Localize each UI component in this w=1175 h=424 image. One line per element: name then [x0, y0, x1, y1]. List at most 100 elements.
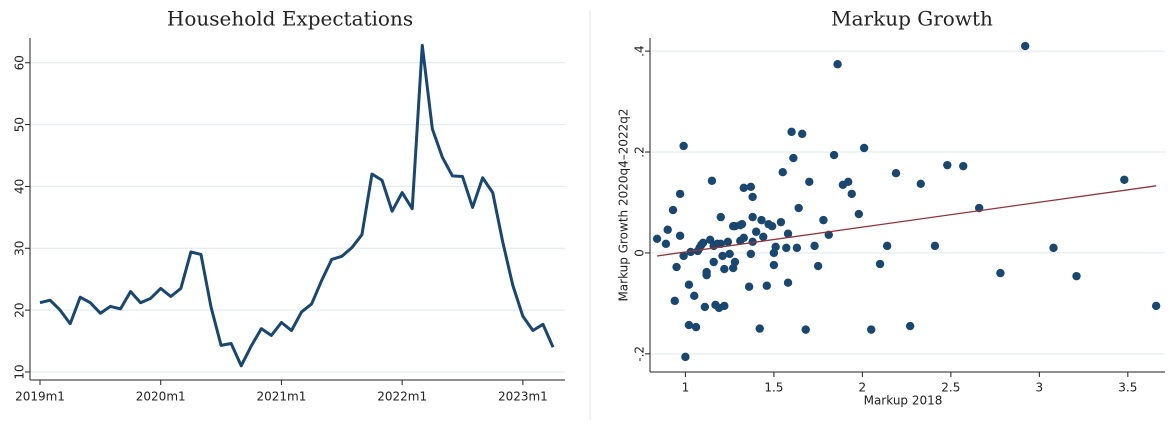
- x-tick-label: 3.5: [1118, 381, 1137, 395]
- scatter-point: [859, 143, 869, 153]
- scatter-point: [679, 141, 688, 151]
- scatter-point: [959, 161, 968, 171]
- x-tick-label: 2022m1: [377, 390, 427, 404]
- scatter-point: [882, 241, 892, 251]
- y-tick-label: 40: [13, 179, 27, 194]
- x-tick-label: 2: [859, 381, 867, 395]
- fit-line: [656, 185, 1157, 257]
- scatter-point: [681, 352, 690, 362]
- scatter-point: [702, 270, 711, 280]
- scatter-point: [805, 177, 814, 186]
- scatter-point: [792, 243, 802, 253]
- chart-title: Household Expectations: [167, 7, 413, 31]
- scatter-point: [675, 189, 685, 199]
- scatter-point: [720, 264, 729, 274]
- scatter-point: [684, 280, 694, 289]
- y-tick-label: 10: [13, 364, 27, 379]
- scatter-point: [661, 239, 671, 249]
- y-tick-label: 20: [13, 302, 27, 317]
- scatter-point: [767, 221, 777, 231]
- scatter-point: [769, 260, 779, 270]
- scatter-point: [759, 232, 768, 241]
- scatter-point: [762, 281, 772, 290]
- scatter-point: [679, 251, 688, 261]
- scatter-point: [1151, 301, 1161, 311]
- scatter-point: [652, 234, 662, 244]
- scatter-point: [690, 291, 699, 301]
- scatter-point: [787, 127, 796, 137]
- x-tick-label: 1: [682, 381, 690, 395]
- scatter-point: [739, 233, 748, 242]
- scatter-point: [718, 251, 727, 261]
- scatter-point: [783, 229, 793, 238]
- scatter-point: [1020, 41, 1030, 51]
- scatter-point: [746, 182, 756, 192]
- scatter-point: [686, 247, 695, 257]
- scatter-point: [782, 243, 791, 253]
- scatter-point: [672, 262, 681, 272]
- scatter-point: [668, 205, 678, 215]
- y-tick-label: -.2: [633, 346, 647, 362]
- y-tick-label: 60: [13, 55, 27, 70]
- scatter-point: [867, 325, 876, 334]
- scatter-point: [819, 215, 828, 225]
- scatter-point: [709, 257, 718, 267]
- scatter-point: [675, 231, 685, 240]
- scatter-point: [757, 215, 766, 225]
- scatter-point: [720, 301, 729, 311]
- scatter-point: [737, 219, 747, 229]
- scatter-point: [723, 237, 733, 247]
- scatter-point: [891, 169, 901, 178]
- scatter-point: [751, 227, 761, 236]
- scatter-point: [755, 324, 764, 333]
- y-tick-label: .2: [633, 146, 647, 157]
- scatter-point: [854, 209, 864, 219]
- x-tick-label: 2019m1: [15, 390, 65, 404]
- scatter-point: [844, 177, 853, 186]
- x-tick-label: 2021m1: [257, 390, 307, 404]
- scatter-point: [905, 321, 915, 331]
- scatter-point: [776, 217, 786, 227]
- x-tick-label: 1.5: [764, 381, 783, 395]
- scatter-point: [744, 282, 754, 291]
- x-tick-label: 2.5: [941, 381, 960, 395]
- x-tick-label: 3: [1036, 381, 1044, 395]
- scatter-point: [1049, 243, 1058, 253]
- scatter-point: [801, 325, 810, 334]
- x-axis-title: Markup 2018: [864, 394, 943, 408]
- x-tick-label: 2020m1: [136, 390, 186, 404]
- scatter-point: [996, 268, 1005, 278]
- scatter-point: [1072, 271, 1081, 281]
- scatter-point: [691, 322, 701, 332]
- scatter-point: [771, 242, 780, 252]
- scatter-point: [663, 225, 672, 234]
- scatter-point: [739, 183, 748, 193]
- y-axis-title: Markup Growth 2020q4–2022q2: [617, 108, 631, 301]
- data-line: [39, 43, 555, 368]
- scatter-point: [700, 302, 710, 312]
- scatter-point: [778, 168, 787, 177]
- scatter-point: [810, 241, 819, 251]
- scatter-point: [705, 235, 715, 245]
- scatter-point: [1120, 175, 1129, 184]
- y-tick-label: 30: [13, 241, 27, 256]
- scatter-point: [797, 129, 807, 139]
- scatter-point: [789, 153, 798, 163]
- scatter-point: [916, 179, 925, 189]
- scatter-point: [829, 150, 839, 160]
- scatter-point: [716, 212, 725, 222]
- y-tick-label: 0: [633, 249, 647, 257]
- scatter-point: [875, 259, 885, 269]
- scatter-point: [930, 241, 940, 251]
- scatter-point: [748, 237, 757, 247]
- scatter-point: [725, 249, 734, 259]
- scatter-point: [698, 238, 708, 248]
- scatter-point: [730, 257, 740, 267]
- scatter-point: [794, 203, 803, 213]
- scatter-point: [716, 239, 725, 249]
- y-tick-label: .4: [633, 45, 647, 56]
- scatter-point: [707, 176, 717, 185]
- scatter-point: [748, 212, 757, 222]
